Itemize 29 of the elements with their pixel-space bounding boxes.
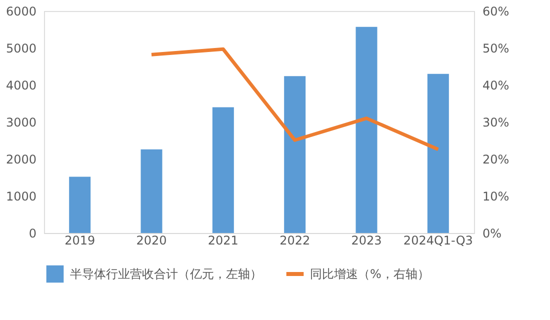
bar xyxy=(356,26,378,233)
x-tick-label: 2023 xyxy=(351,234,382,248)
y-tick-label: 1000 xyxy=(6,190,36,204)
y2-tick-label: 40% xyxy=(482,78,510,92)
x-tick-label: 2021 xyxy=(208,234,238,248)
y-tick-label: 6000 xyxy=(6,4,36,18)
y2-tick-label: 50% xyxy=(482,42,510,56)
y-tick-label: 0 xyxy=(28,226,36,240)
y2-tick-label: 30% xyxy=(482,116,510,130)
y-tick-label: 5000 xyxy=(6,42,36,56)
y-tick-label: 2000 xyxy=(6,152,36,166)
x-tick-label: 2020 xyxy=(136,234,167,248)
y2-tick-label: 0% xyxy=(482,226,502,240)
line-series xyxy=(150,47,440,152)
y-tick-label: 4000 xyxy=(6,78,36,92)
legend-label: 半导体行业营收合计（亿元，左轴） xyxy=(70,267,262,281)
bar xyxy=(140,149,162,233)
y2-tick-label: 10% xyxy=(482,190,510,204)
y-tick-label: 3000 xyxy=(6,116,36,130)
y2-tick-label: 20% xyxy=(482,152,510,166)
bar xyxy=(284,76,306,233)
x-tick-label: 2019 xyxy=(64,234,96,248)
bar xyxy=(69,176,91,233)
bar xyxy=(212,107,234,233)
x-tick-label: 2024Q1-Q3 xyxy=(403,234,473,248)
x-tick-label: 2022 xyxy=(280,234,310,248)
bar xyxy=(427,74,449,233)
legend-label: 同比增速（%，右轴） xyxy=(310,267,430,281)
y2-tick-label: 60% xyxy=(482,4,510,18)
